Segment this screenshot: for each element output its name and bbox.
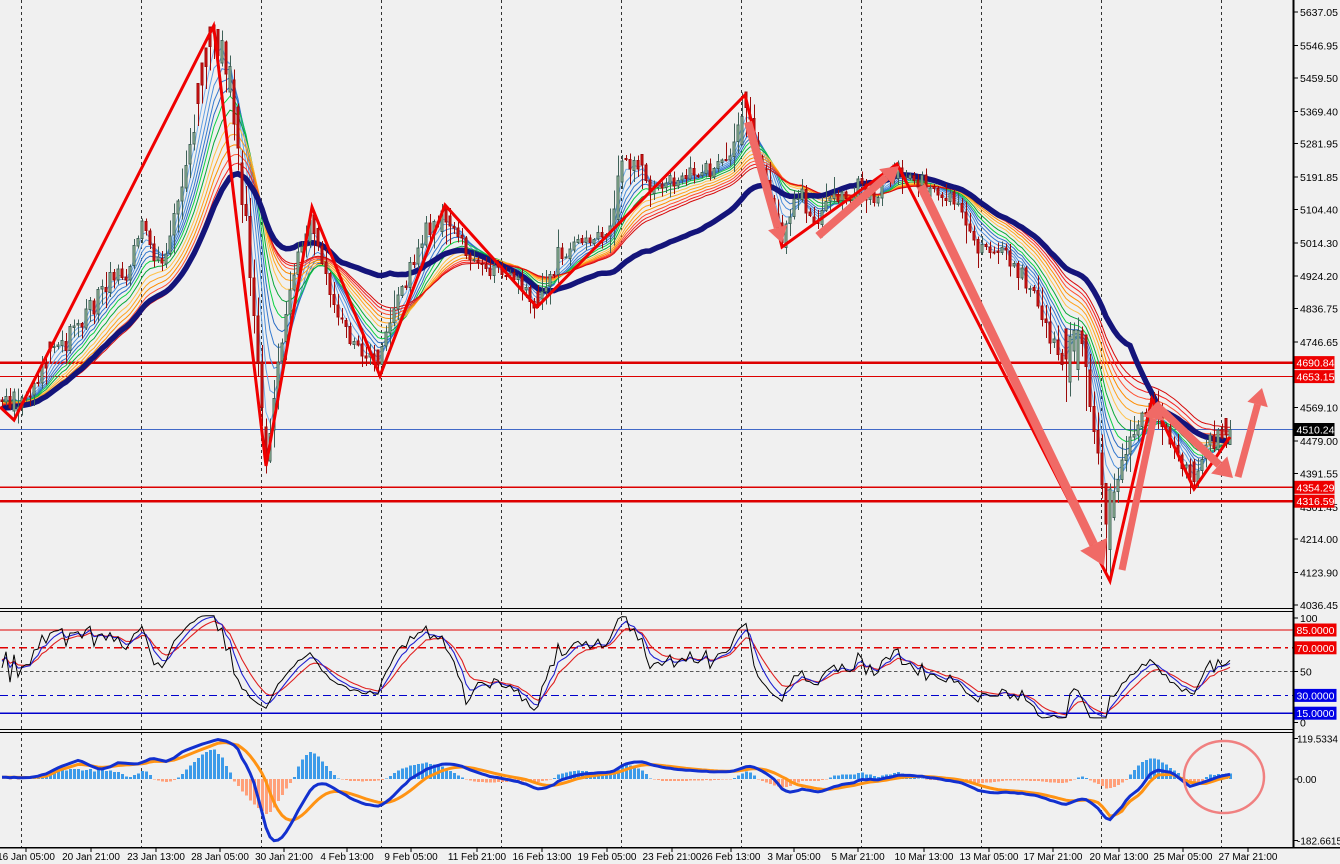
svg-text:4391.55: 4391.55 — [1300, 469, 1338, 481]
svg-text:4214.00: 4214.00 — [1300, 534, 1338, 546]
svg-text:4354.29: 4354.29 — [1297, 482, 1335, 494]
svg-text:5546.95: 5546.95 — [1300, 41, 1338, 53]
svg-text:27 Mar 21:00: 27 Mar 21:00 — [1219, 852, 1278, 863]
svg-text:4316.59: 4316.59 — [1297, 496, 1335, 508]
svg-text:4 Feb 13:00: 4 Feb 13:00 — [320, 852, 374, 863]
svg-text:4479.00: 4479.00 — [1300, 436, 1338, 448]
svg-text:23 Feb 21:00: 23 Feb 21:00 — [643, 852, 702, 863]
svg-text:-182.6615: -182.6615 — [1297, 837, 1340, 848]
svg-text:4569.10: 4569.10 — [1300, 403, 1338, 415]
svg-text:16 Feb 13:00: 16 Feb 13:00 — [513, 852, 572, 863]
svg-text:13 Mar 05:00: 13 Mar 05:00 — [960, 852, 1019, 863]
svg-text:4510.24: 4510.24 — [1297, 425, 1335, 437]
svg-text:4123.90: 4123.90 — [1300, 568, 1338, 580]
svg-text:5369.40: 5369.40 — [1300, 106, 1338, 118]
svg-text:5459.50: 5459.50 — [1300, 73, 1338, 85]
svg-text:5637.05: 5637.05 — [1300, 7, 1338, 19]
svg-text:20 Jan 21:00: 20 Jan 21:00 — [62, 852, 120, 863]
svg-text:3 Mar 05:00: 3 Mar 05:00 — [767, 852, 821, 863]
svg-text:4653.15: 4653.15 — [1297, 372, 1335, 384]
svg-text:30 Jan 21:00: 30 Jan 21:00 — [255, 852, 313, 863]
svg-text:30.0000: 30.0000 — [1297, 690, 1335, 702]
svg-text:4924.20: 4924.20 — [1300, 271, 1338, 283]
svg-text:0.00: 0.00 — [1297, 775, 1317, 786]
svg-text:19 Feb 05:00: 19 Feb 05:00 — [578, 852, 637, 863]
svg-text:11 Feb 21:00: 11 Feb 21:00 — [448, 852, 507, 863]
svg-text:4836.75: 4836.75 — [1300, 304, 1338, 316]
svg-text:15.0000: 15.0000 — [1297, 708, 1335, 720]
svg-text:5281.95: 5281.95 — [1300, 139, 1338, 151]
svg-text:28 Jan 05:00: 28 Jan 05:00 — [191, 852, 249, 863]
svg-text:25 Mar 05:00: 25 Mar 05:00 — [1154, 852, 1213, 863]
svg-text:4036.45: 4036.45 — [1300, 600, 1338, 612]
svg-text:119.5334: 119.5334 — [1297, 735, 1338, 746]
svg-text:26 Feb 13:00: 26 Feb 13:00 — [702, 852, 761, 863]
svg-text:5 Mar 21:00: 5 Mar 21:00 — [831, 852, 885, 863]
svg-text:20 Mar 13:00: 20 Mar 13:00 — [1090, 852, 1149, 863]
svg-text:16 Jan 05:00: 16 Jan 05:00 — [0, 852, 55, 863]
svg-text:50: 50 — [1300, 667, 1312, 679]
svg-text:85.0000: 85.0000 — [1297, 625, 1335, 637]
svg-text:23 Jan 13:00: 23 Jan 13:00 — [127, 852, 185, 863]
svg-text:5191.85: 5191.85 — [1300, 172, 1338, 184]
svg-text:5104.40: 5104.40 — [1300, 204, 1338, 216]
svg-text:5014.30: 5014.30 — [1300, 238, 1338, 250]
svg-text:10 Mar 13:00: 10 Mar 13:00 — [895, 852, 954, 863]
svg-text:0: 0 — [1300, 718, 1306, 730]
svg-text:4690.84: 4690.84 — [1297, 358, 1335, 370]
svg-text:4746.65: 4746.65 — [1300, 337, 1338, 349]
svg-text:100: 100 — [1300, 613, 1318, 625]
svg-text:70.0000: 70.0000 — [1297, 643, 1335, 655]
svg-text:9 Feb 05:00: 9 Feb 05:00 — [384, 852, 438, 863]
svg-text:17 Mar 21:00: 17 Mar 21:00 — [1024, 852, 1083, 863]
